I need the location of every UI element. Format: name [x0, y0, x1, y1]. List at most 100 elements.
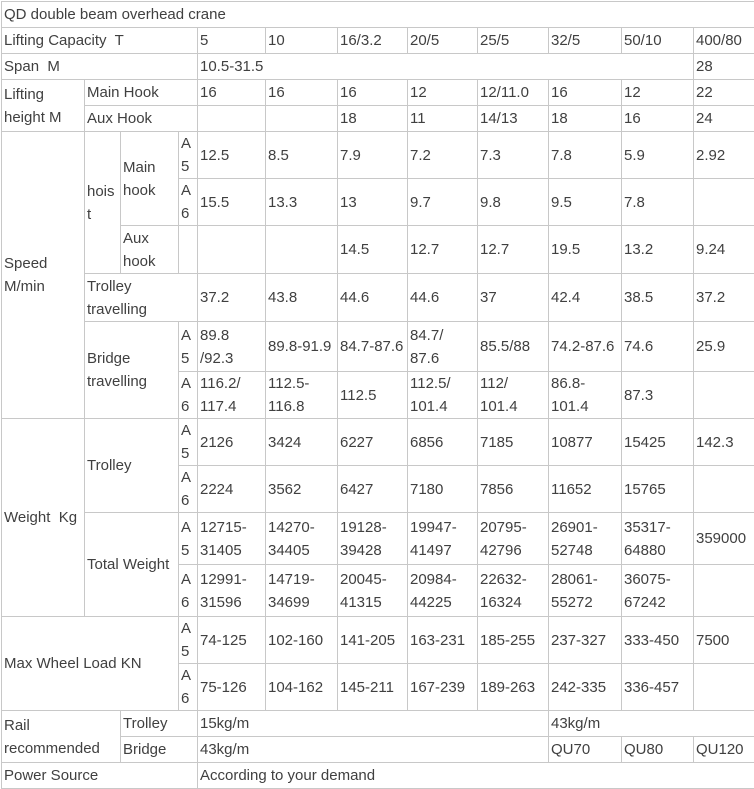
total-weight-a5-value: 19947- 41497: [408, 513, 478, 565]
wheel-a5-value: 185-255: [478, 617, 549, 664]
speed-main-a5-value: 7.8: [549, 132, 622, 179]
total-weight-a6-value: 12991- 31596: [198, 565, 266, 617]
bridge-a5-value: 89.8-91.9: [266, 322, 338, 372]
total-weight-a6-value: 36075- 67242: [622, 565, 694, 617]
a5-label: A5: [179, 513, 198, 565]
bridge-a5-value: 84.7-87.6: [338, 322, 408, 372]
rail-bridge-label: Bridge: [121, 737, 198, 763]
total-weight-a6-value: 14719- 34699: [266, 565, 338, 617]
bridge-a6-value: [694, 372, 754, 419]
speed-aux-value: 9.24: [694, 226, 754, 274]
wheel-a5-value: 7500: [694, 617, 754, 664]
speed-main-a6-value: 9.5: [549, 179, 622, 226]
a6-label: A6: [179, 565, 198, 617]
rail-bridge-value-left: 43kg/m: [198, 737, 549, 763]
aux-hook-label: Aux Hook: [85, 106, 198, 132]
weight-trolley-a5-value: 142.3: [694, 419, 754, 466]
power-source-value: According to your demand: [198, 763, 754, 789]
wheel-a6-value: 167-239: [408, 664, 478, 711]
speed-main-a5-value: 7.9: [338, 132, 408, 179]
total-weight-label: Total Weight: [85, 513, 179, 617]
trolley-travelling-value: 37.2: [694, 274, 754, 322]
wheel-a5-value: 74-125: [198, 617, 266, 664]
power-source-label: Power Source: [2, 763, 198, 789]
wheel-a5-value: 102-160: [266, 617, 338, 664]
bridge-travelling-label: Bridge travelling: [85, 322, 179, 419]
main-hook-label: Main Hook: [85, 80, 198, 106]
weight-trolley-a5-value: 6227: [338, 419, 408, 466]
speed-main-a6-value: 15.5: [198, 179, 266, 226]
row-trolley-travelling: Trolley travelling 37.2 43.8 44.6 44.6 3…: [2, 274, 754, 322]
rail-bridge-qu70: QU70: [549, 737, 622, 763]
total-weight-a5-value: 20795- 42796: [478, 513, 549, 565]
row-power-source: Power Source According to your demand: [2, 763, 754, 789]
speed-aux-value: 12.7: [478, 226, 549, 274]
a6-label: A6: [179, 466, 198, 513]
capacity-value: 5: [198, 28, 266, 54]
speed-label: Speed M/min: [2, 132, 85, 419]
wheel-a5-value: 237-327: [549, 617, 622, 664]
row-title: QD double beam overhead crane: [2, 2, 754, 28]
speed-main-hook-label: Main hook: [121, 132, 179, 226]
aux-hook-value: [266, 106, 338, 132]
total-weight-a5-value: 35317- 64880: [622, 513, 694, 565]
rail-bridge-qu80: QU80: [622, 737, 694, 763]
row-bridge-a5: Bridge travelling A5 89.8 /92.3 89.8-91.…: [2, 322, 754, 372]
capacity-value: 20/5: [408, 28, 478, 54]
row-wheel-a5: Max Wheel Load KN A5 74-125 102-160 141-…: [2, 617, 754, 664]
speed-aux-value: 14.5: [338, 226, 408, 274]
bridge-a5-value: 84.7/ 87.6: [408, 322, 478, 372]
total-weight-a5-value: 12715- 31405: [198, 513, 266, 565]
speed-main-a6-value: 13.3: [266, 179, 338, 226]
speed-aux-value: 12.7: [408, 226, 478, 274]
main-hook-value: 16: [549, 80, 622, 106]
trolley-travelling-value: 37.2: [198, 274, 266, 322]
total-weight-a6-value: 20984- 44225: [408, 565, 478, 617]
aux-hook-value: 18: [549, 106, 622, 132]
weight-trolley-a6-value: 6427: [338, 466, 408, 513]
speed-main-a5-value: 2.92: [694, 132, 754, 179]
max-wheel-load-label: Max Wheel Load KN: [2, 617, 179, 711]
total-weight-a5-value: 14270- 34405: [266, 513, 338, 565]
weight-trolley-a5-value: 10877: [549, 419, 622, 466]
aux-hook-value: [198, 106, 266, 132]
total-weight-a5-value: 359000: [694, 513, 754, 565]
weight-label: Weight Kg: [2, 419, 85, 617]
bridge-a5-value: 25.9: [694, 322, 754, 372]
weight-trolley-a6-value: [694, 466, 754, 513]
speed-main-a6-value: 13: [338, 179, 408, 226]
total-weight-a6-value: 20045- 41315: [338, 565, 408, 617]
speed-main-a5-value: 5.9: [622, 132, 694, 179]
bridge-a6-value: 112.5/ 101.4: [408, 372, 478, 419]
main-hook-value: 16: [266, 80, 338, 106]
trolley-travelling-label: Trolley travelling: [85, 274, 198, 322]
weight-trolley-a6-value: 7180: [408, 466, 478, 513]
total-weight-a6-value: 22632- 16324: [478, 565, 549, 617]
total-weight-a5-value: 19128- 39428: [338, 513, 408, 565]
hoist-label: hoist: [85, 132, 121, 274]
wheel-a5-value: 141-205: [338, 617, 408, 664]
rail-trolley-label: Trolley: [121, 711, 198, 737]
weight-trolley-a5-value: 6856: [408, 419, 478, 466]
row-rail-trolley: Rail recommended Trolley 15kg/m 43kg/m: [2, 711, 754, 737]
bridge-a5-value: 74.6: [622, 322, 694, 372]
trolley-travelling-value: 37: [478, 274, 549, 322]
wheel-a5-value: 333-450: [622, 617, 694, 664]
span-label: Span M: [2, 54, 198, 80]
capacity-label: Lifting Capacity T: [2, 28, 198, 54]
a6-label: A6: [179, 179, 198, 226]
aux-hook-value: 14/13: [478, 106, 549, 132]
weight-trolley-a6-value: 15765: [622, 466, 694, 513]
speed-main-a5-value: 8.5: [266, 132, 338, 179]
speed-main-a5-value: 12.5: [198, 132, 266, 179]
capacity-value: 10: [266, 28, 338, 54]
weight-trolley-a6-value: 3562: [266, 466, 338, 513]
weight-trolley-label: Trolley: [85, 419, 179, 513]
a6-label: A6: [179, 664, 198, 711]
bridge-a6-value: 112/ 101.4: [478, 372, 549, 419]
lifting-height-label: Lifting height M: [2, 80, 85, 132]
speed-main-a6-value: 7.8: [622, 179, 694, 226]
aux-hook-value: 16: [622, 106, 694, 132]
